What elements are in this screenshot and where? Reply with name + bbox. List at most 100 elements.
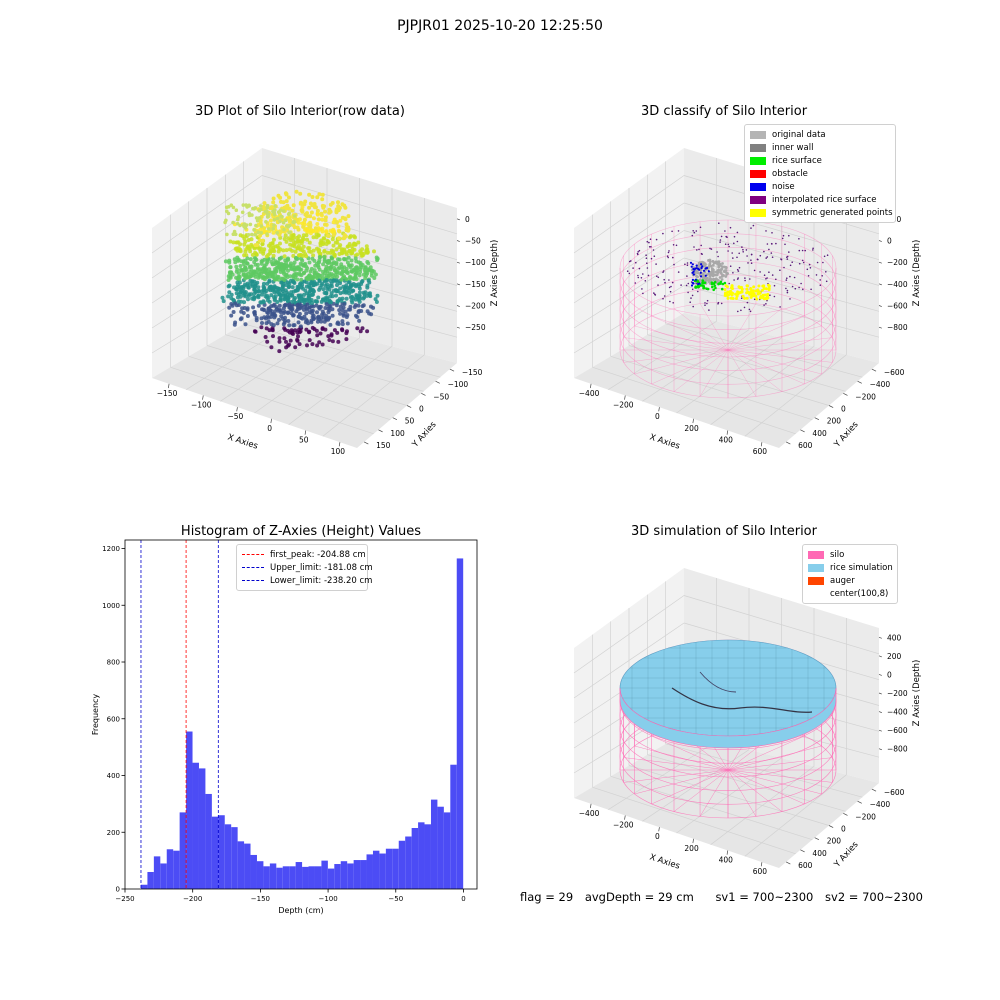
scatter-point [286,343,290,348]
scatter-point [363,276,368,281]
z-axis-tick [878,655,882,658]
legend-swatch [808,589,824,598]
scatter-point [277,339,282,344]
scatter-point [269,345,274,350]
scatter-point [234,275,239,280]
scatter-point [293,328,298,333]
x-axis-tick [726,850,729,855]
scatter-point [305,343,309,348]
scatter-point [223,259,228,264]
scatter-point [278,235,283,240]
scatter-point [286,292,290,297]
scatter-point [287,284,292,289]
scatter-point [366,261,371,266]
scatter-point [293,345,298,350]
x-axis-tick-label: 400 [719,856,734,865]
scatter-point [311,235,316,240]
z-axis-tick-label: −250 [465,323,486,332]
z-axis-tick [878,748,882,751]
scatter-point [297,311,302,316]
scatter-point [318,241,323,246]
scatter-point [271,253,276,258]
scatter-point [243,265,248,270]
scatter-point [290,293,294,297]
scatter-point [238,264,243,268]
scatter-point [344,331,349,336]
scatter-point [273,267,278,272]
scatter-point [258,274,262,279]
scatter-point [330,237,335,242]
z-axis-tick [456,283,460,286]
scatter-point [252,279,257,284]
scatter-point [307,240,312,245]
scatter-point [326,310,331,315]
scatter-point [253,274,258,279]
scatter-point [309,318,314,323]
scatter-point [252,287,257,292]
x-axis-tick-label: 50 [299,436,309,445]
scatter-point [310,301,315,305]
scatter-point [250,244,255,249]
scatter-point [261,274,266,279]
y-axis-tick-label: −100 [448,380,469,389]
legend-swatch [808,550,824,559]
z-axis-tick [456,326,460,329]
scatter-point [291,233,296,238]
scatter-point [358,329,363,334]
scatter-point [294,273,299,278]
scatter-point [277,349,282,354]
y-axis-tick [449,368,455,372]
x-axis-tick [270,418,272,424]
scatter-point [278,241,282,246]
scatter-point [326,261,331,266]
scatter-point [251,305,256,310]
scatter-point [231,240,236,245]
scatter-point [299,273,304,278]
scatter-point [334,303,339,308]
scatter-point [285,257,290,262]
scatter-point [271,237,276,242]
scatter-point [325,239,330,243]
scatter-point [305,228,310,233]
scatter-point [314,328,319,333]
scatter-point [360,326,365,331]
legend-label: silo [830,549,845,560]
scatter-point [294,309,299,314]
scatter-point [339,277,344,282]
legend-label: center(100,8) [830,588,889,599]
scatter-point [358,296,363,301]
scatter-point [277,303,282,308]
scatter-point [326,306,331,311]
scatter-point [341,284,346,289]
scatter-point [319,319,324,324]
scatter-point [228,265,233,270]
scatter-point [285,311,290,315]
z-axis-tick-label: −800 [887,745,908,754]
scatter-point [306,277,311,281]
y-axis-tick-label: −150 [462,368,483,377]
scatter-point [286,298,290,303]
scatter-point [259,289,264,294]
scatter-point [253,262,258,267]
scatter-point [292,299,297,304]
scatter-point [317,251,322,256]
scatter-point [241,311,246,315]
scatter-point [261,300,266,305]
scatter-point [361,303,366,308]
scatter-point [291,253,296,258]
scatter-point [326,334,331,339]
scatter-point [330,313,335,318]
scatter-point [315,316,320,320]
scatter-point [288,338,293,343]
scatter-point [344,283,349,288]
scatter-point [235,240,240,245]
x-axis-tick [624,815,626,820]
scatter-point [288,304,293,309]
scatter-point [330,339,335,344]
scatter-point [332,266,337,270]
scatter-point [328,273,332,278]
z-axis-label: Z Axies (Depth) [490,240,500,307]
scatter-point [253,257,258,261]
scatter-point [281,291,286,296]
